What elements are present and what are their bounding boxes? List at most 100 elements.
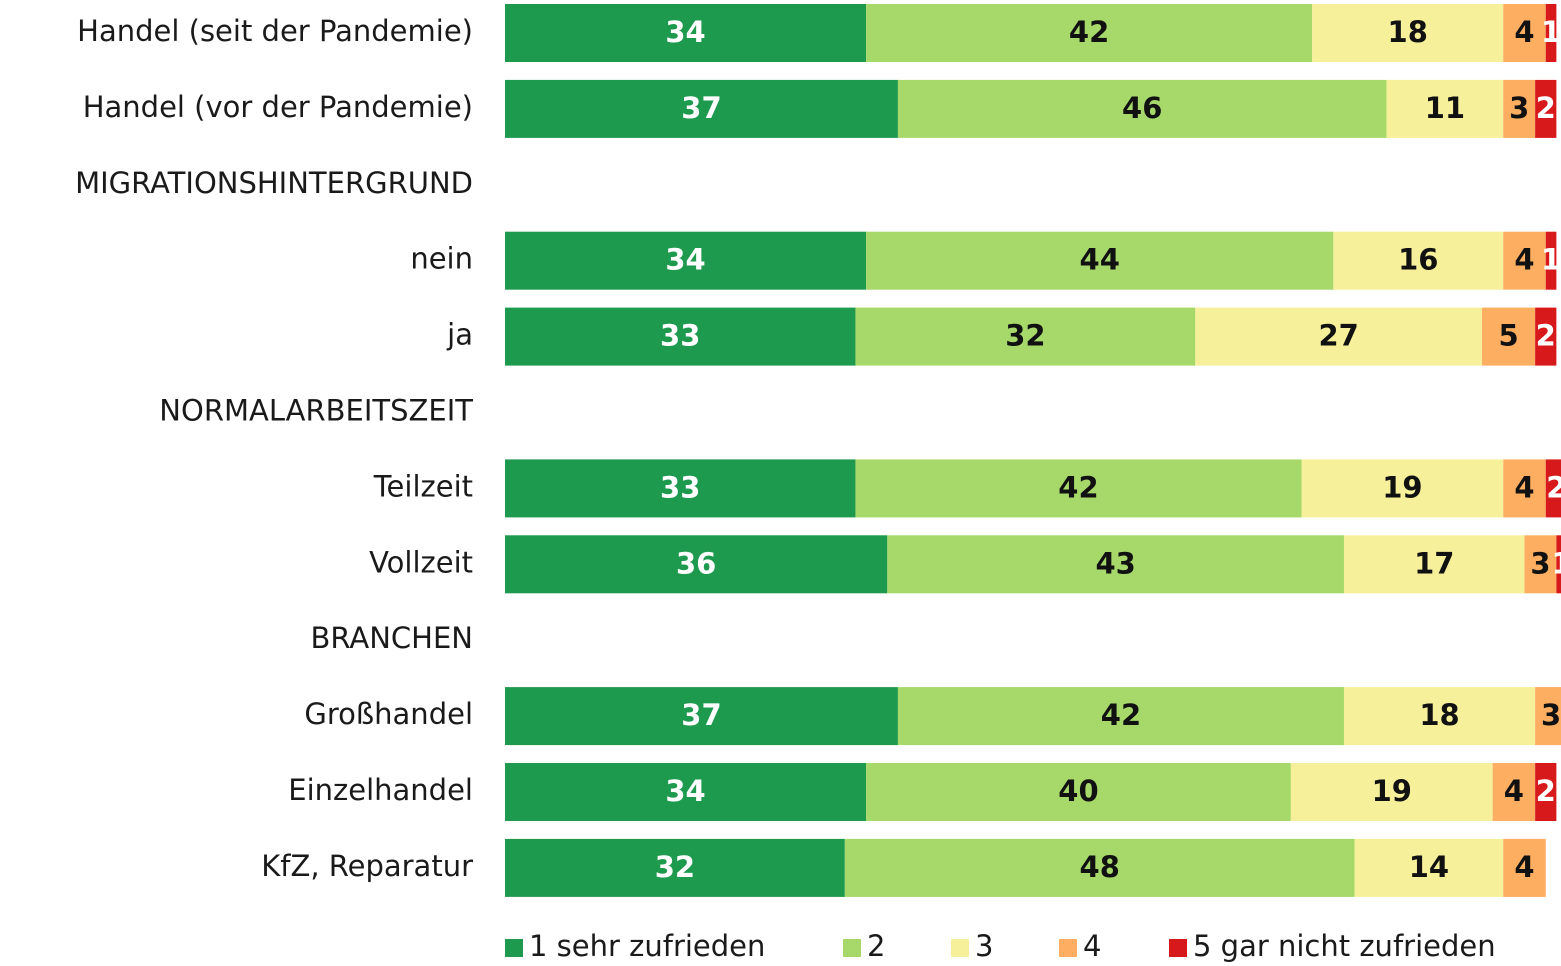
value-label: 32 bbox=[1005, 319, 1045, 353]
value-label: 11 bbox=[1425, 91, 1465, 125]
value-label: 42 bbox=[1101, 698, 1141, 732]
category-label: Teilzeit bbox=[373, 469, 473, 503]
legend-label: 2 bbox=[867, 929, 885, 963]
legend-label: 3 bbox=[975, 929, 993, 963]
bar-segment bbox=[1535, 687, 1561, 746]
bar-segment bbox=[1312, 4, 1504, 62]
bar-segment bbox=[505, 763, 867, 821]
bar-segment bbox=[855, 459, 1302, 518]
value-label: 19 bbox=[1382, 470, 1422, 504]
bar-segment bbox=[1343, 535, 1525, 594]
bar-segment bbox=[1492, 763, 1536, 821]
bar-segment bbox=[1333, 231, 1504, 290]
value-label: 48 bbox=[1080, 850, 1120, 884]
value-label: 1 bbox=[1541, 243, 1561, 277]
value-label: 33 bbox=[660, 470, 700, 504]
bar-segment bbox=[505, 459, 856, 518]
bar-segment bbox=[1290, 763, 1493, 821]
category-label: Handel (vor der Pandemie) bbox=[83, 90, 473, 124]
category-label: Vollzeit bbox=[369, 545, 473, 579]
legend-swatch bbox=[951, 939, 969, 957]
bar-segment bbox=[1503, 838, 1546, 897]
value-label: 19 bbox=[1372, 774, 1412, 808]
legend-label: 5 gar nicht zufrieden bbox=[1193, 929, 1496, 963]
legend-swatch bbox=[1059, 939, 1077, 957]
category-label: nein bbox=[410, 242, 473, 276]
value-label: 34 bbox=[665, 15, 705, 49]
bar-segment bbox=[866, 231, 1334, 290]
value-label: 14 bbox=[1409, 850, 1449, 884]
category-label: Großhandel bbox=[304, 697, 473, 731]
value-label: 27 bbox=[1318, 319, 1358, 353]
value-label: 44 bbox=[1080, 243, 1120, 277]
bar-segment bbox=[1482, 307, 1536, 366]
bar-segment bbox=[844, 838, 1355, 897]
bar-segment bbox=[866, 4, 1313, 62]
value-label: 34 bbox=[665, 243, 705, 277]
bar-segment bbox=[1343, 687, 1536, 746]
bar-segment bbox=[1535, 307, 1557, 366]
bar-segment bbox=[1545, 459, 1561, 518]
value-label: 2 bbox=[1536, 91, 1556, 125]
bar-segment bbox=[1195, 307, 1483, 366]
value-label: 18 bbox=[1419, 698, 1459, 732]
legend-label: 4 bbox=[1083, 929, 1101, 963]
legend-swatch bbox=[505, 939, 523, 957]
bar-segment bbox=[866, 763, 1291, 821]
category-label: ja bbox=[446, 318, 473, 352]
value-label: 16 bbox=[1398, 243, 1438, 277]
value-label: 4 bbox=[1514, 470, 1534, 504]
value-label: 3 bbox=[1530, 546, 1550, 580]
legend-swatch bbox=[843, 939, 861, 957]
bar-segment bbox=[505, 307, 856, 366]
value-label: 34 bbox=[665, 774, 705, 808]
value-label: 5 bbox=[1498, 319, 1518, 353]
bar-segment bbox=[887, 535, 1344, 594]
category-label: Einzelhandel bbox=[288, 773, 473, 807]
bar-segment bbox=[505, 4, 867, 62]
value-label: 4 bbox=[1514, 850, 1534, 884]
value-label: 2 bbox=[1536, 774, 1556, 808]
category-label: KfZ, Reparatur bbox=[261, 849, 473, 883]
bar-segment bbox=[1503, 459, 1546, 518]
bar-segment bbox=[1556, 535, 1561, 594]
value-label: 3 bbox=[1509, 91, 1529, 125]
value-label: 18 bbox=[1388, 15, 1428, 49]
bar-segment bbox=[1503, 79, 1536, 138]
bar-segment bbox=[1545, 4, 1557, 62]
value-label: 17 bbox=[1414, 546, 1454, 580]
bar-segment bbox=[897, 687, 1344, 746]
bar-segment bbox=[1503, 231, 1546, 290]
bar-segment bbox=[1545, 231, 1557, 290]
bar-segment bbox=[1386, 79, 1504, 138]
value-label: 4 bbox=[1514, 15, 1534, 49]
bar-segment bbox=[505, 231, 867, 290]
legend-label: 1 sehr zufrieden bbox=[529, 929, 765, 963]
bar-segment bbox=[505, 535, 888, 594]
value-label: 42 bbox=[1058, 470, 1098, 504]
value-label: 37 bbox=[681, 698, 721, 732]
value-label: 4 bbox=[1504, 774, 1524, 808]
bar-segment bbox=[1524, 535, 1557, 594]
value-label: 42 bbox=[1069, 15, 1109, 49]
value-label: 1 bbox=[1541, 15, 1561, 49]
category-label: BRANCHEN bbox=[311, 621, 473, 655]
bar-segment bbox=[1535, 763, 1557, 821]
value-label: 33 bbox=[660, 319, 700, 353]
bar-segment bbox=[855, 307, 1196, 366]
category-label: NORMALARBEITSZEIT bbox=[159, 394, 473, 428]
value-label: 40 bbox=[1058, 774, 1098, 808]
bar-segment bbox=[1535, 79, 1557, 138]
value-label: 3 bbox=[1541, 698, 1561, 732]
value-label: 2 bbox=[1536, 319, 1556, 353]
value-label: 4 bbox=[1514, 243, 1534, 277]
bar-segment bbox=[897, 79, 1387, 138]
value-label: 37 bbox=[681, 91, 721, 125]
category-label: Handel (seit der Pandemie) bbox=[77, 14, 473, 48]
category-label: MIGRATIONSHINTERGRUND bbox=[75, 166, 473, 200]
bar-segment bbox=[505, 838, 845, 897]
value-label: 2 bbox=[1546, 470, 1561, 504]
value-label: 46 bbox=[1122, 91, 1162, 125]
legend-swatch bbox=[1169, 939, 1187, 957]
